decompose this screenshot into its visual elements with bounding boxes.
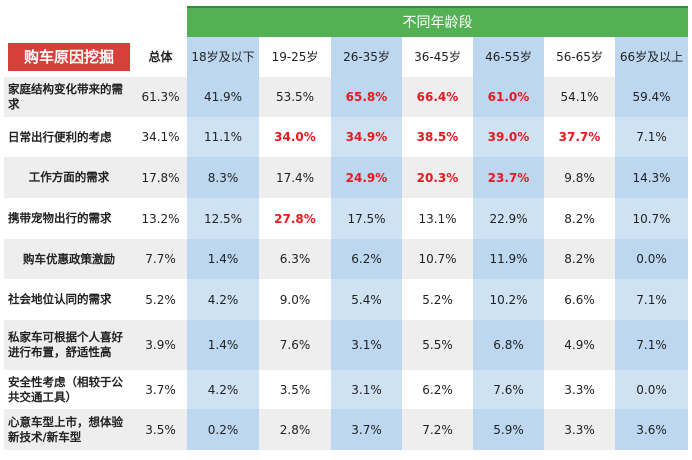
value-cell: 3.1%: [331, 370, 402, 409]
total-header: 总体: [148, 50, 173, 64]
value-cell: 3.3%: [544, 370, 615, 409]
value-cell: 10.7%: [615, 198, 688, 239]
value-cell: 23.7%: [473, 157, 544, 198]
value-cell: 24.9%: [331, 157, 402, 198]
value-cell: 4.9%: [544, 320, 615, 370]
value-cell: 22.9%: [473, 198, 544, 239]
value-cell: 2.8%: [259, 409, 331, 450]
column-header: 18岁及以下: [187, 37, 259, 77]
value-cell: 6.6%: [544, 279, 615, 320]
column-header: 19-25岁: [259, 37, 331, 77]
row-label: 携带宠物出行的需求: [4, 198, 134, 239]
total-value: 17.8%: [134, 157, 187, 198]
column-header: 36-45岁: [402, 37, 473, 77]
value-cell: 41.9%: [187, 77, 259, 117]
value-cell: 6.2%: [402, 370, 473, 409]
value-cell: 8.3%: [187, 157, 259, 198]
value-cell: 20.3%: [402, 157, 473, 198]
value-cell: 3.6%: [615, 409, 688, 450]
value-cell: 6.2%: [331, 239, 402, 279]
value-cell: 7.2%: [402, 409, 473, 450]
row-label: 安全性考虑（相较于公共交通工具）: [4, 370, 134, 409]
row-label: 社会地位认同的需求: [4, 279, 134, 320]
value-cell: 6.8%: [473, 320, 544, 370]
value-cell: 4.2%: [187, 370, 259, 409]
value-cell: 9.8%: [544, 157, 615, 198]
row-label: 家庭结构变化带来的需求: [4, 77, 134, 117]
value-cell: 38.5%: [402, 117, 473, 157]
value-cell: 3.7%: [331, 409, 402, 450]
value-cell: 3.1%: [331, 320, 402, 370]
value-cell: 7.6%: [473, 370, 544, 409]
value-cell: 10.7%: [402, 239, 473, 279]
age-group-header: 不同年龄段: [187, 6, 688, 37]
row-label: 购车优惠政策激励: [4, 239, 134, 279]
column-header: 66岁及以上: [615, 37, 688, 77]
value-cell: 10.2%: [473, 279, 544, 320]
data-table: 不同年龄段购车原因挖掘 总体 18岁及以下 19-25岁 26-35岁 36-45岁 46-…: [4, 6, 688, 450]
value-cell: 61.0%: [473, 77, 544, 117]
value-cell: 12.5%: [187, 198, 259, 239]
value-cell: 4.2%: [187, 279, 259, 320]
value-cell: 5.2%: [402, 279, 473, 320]
row-label: 心意车型上市，想体验新技术/新车型: [4, 409, 134, 450]
value-cell: 37.7%: [544, 117, 615, 157]
value-cell: 0.2%: [187, 409, 259, 450]
value-cell: 3.3%: [544, 409, 615, 450]
total-value: 13.2%: [134, 198, 187, 239]
row-label: 私家车可根据个人喜好进行布置，舒适性高: [4, 320, 134, 370]
top-left-blank: [4, 6, 187, 37]
column-header: 56-65岁: [544, 37, 615, 77]
value-cell: 11.1%: [187, 117, 259, 157]
total-value: 61.3%: [134, 77, 187, 117]
value-cell: 1.4%: [187, 320, 259, 370]
value-cell: 11.9%: [473, 239, 544, 279]
total-value: 3.9%: [134, 320, 187, 370]
total-value: 3.7%: [134, 370, 187, 409]
value-cell: 5.9%: [473, 409, 544, 450]
row-label: 日常出行便利的考虑: [4, 117, 134, 157]
value-cell: 8.2%: [544, 239, 615, 279]
total-value: 7.7%: [134, 239, 187, 279]
column-header: 46-55岁: [473, 37, 544, 77]
value-cell: 0.0%: [615, 370, 688, 409]
value-cell: 0.0%: [615, 239, 688, 279]
value-cell: 7.6%: [259, 320, 331, 370]
value-cell: 13.1%: [402, 198, 473, 239]
total-value: 34.1%: [134, 117, 187, 157]
value-cell: 6.3%: [259, 239, 331, 279]
value-cell: 5.5%: [402, 320, 473, 370]
value-cell: 8.2%: [544, 198, 615, 239]
value-cell: 17.5%: [331, 198, 402, 239]
value-cell: 5.4%: [331, 279, 402, 320]
row-label: 工作方面的需求: [4, 157, 134, 198]
value-cell: 34.0%: [259, 117, 331, 157]
column-header: 26-35岁: [331, 37, 402, 77]
value-cell: 65.8%: [331, 77, 402, 117]
value-cell: 27.8%: [259, 198, 331, 239]
value-cell: 1.4%: [187, 239, 259, 279]
value-cell: 59.4%: [615, 77, 688, 117]
value-cell: 34.9%: [331, 117, 402, 157]
value-cell: 3.5%: [259, 370, 331, 409]
value-cell: 17.4%: [259, 157, 331, 198]
value-cell: 54.1%: [544, 77, 615, 117]
value-cell: 14.3%: [615, 157, 688, 198]
value-cell: 7.1%: [615, 279, 688, 320]
total-value: 3.5%: [134, 409, 187, 450]
value-cell: 9.0%: [259, 279, 331, 320]
table-title: 购车原因挖掘: [8, 43, 130, 71]
value-cell: 7.1%: [615, 320, 688, 370]
value-cell: 39.0%: [473, 117, 544, 157]
value-cell: 7.1%: [615, 117, 688, 157]
value-cell: 53.5%: [259, 77, 331, 117]
total-value: 5.2%: [134, 279, 187, 320]
value-cell: 66.4%: [402, 77, 473, 117]
